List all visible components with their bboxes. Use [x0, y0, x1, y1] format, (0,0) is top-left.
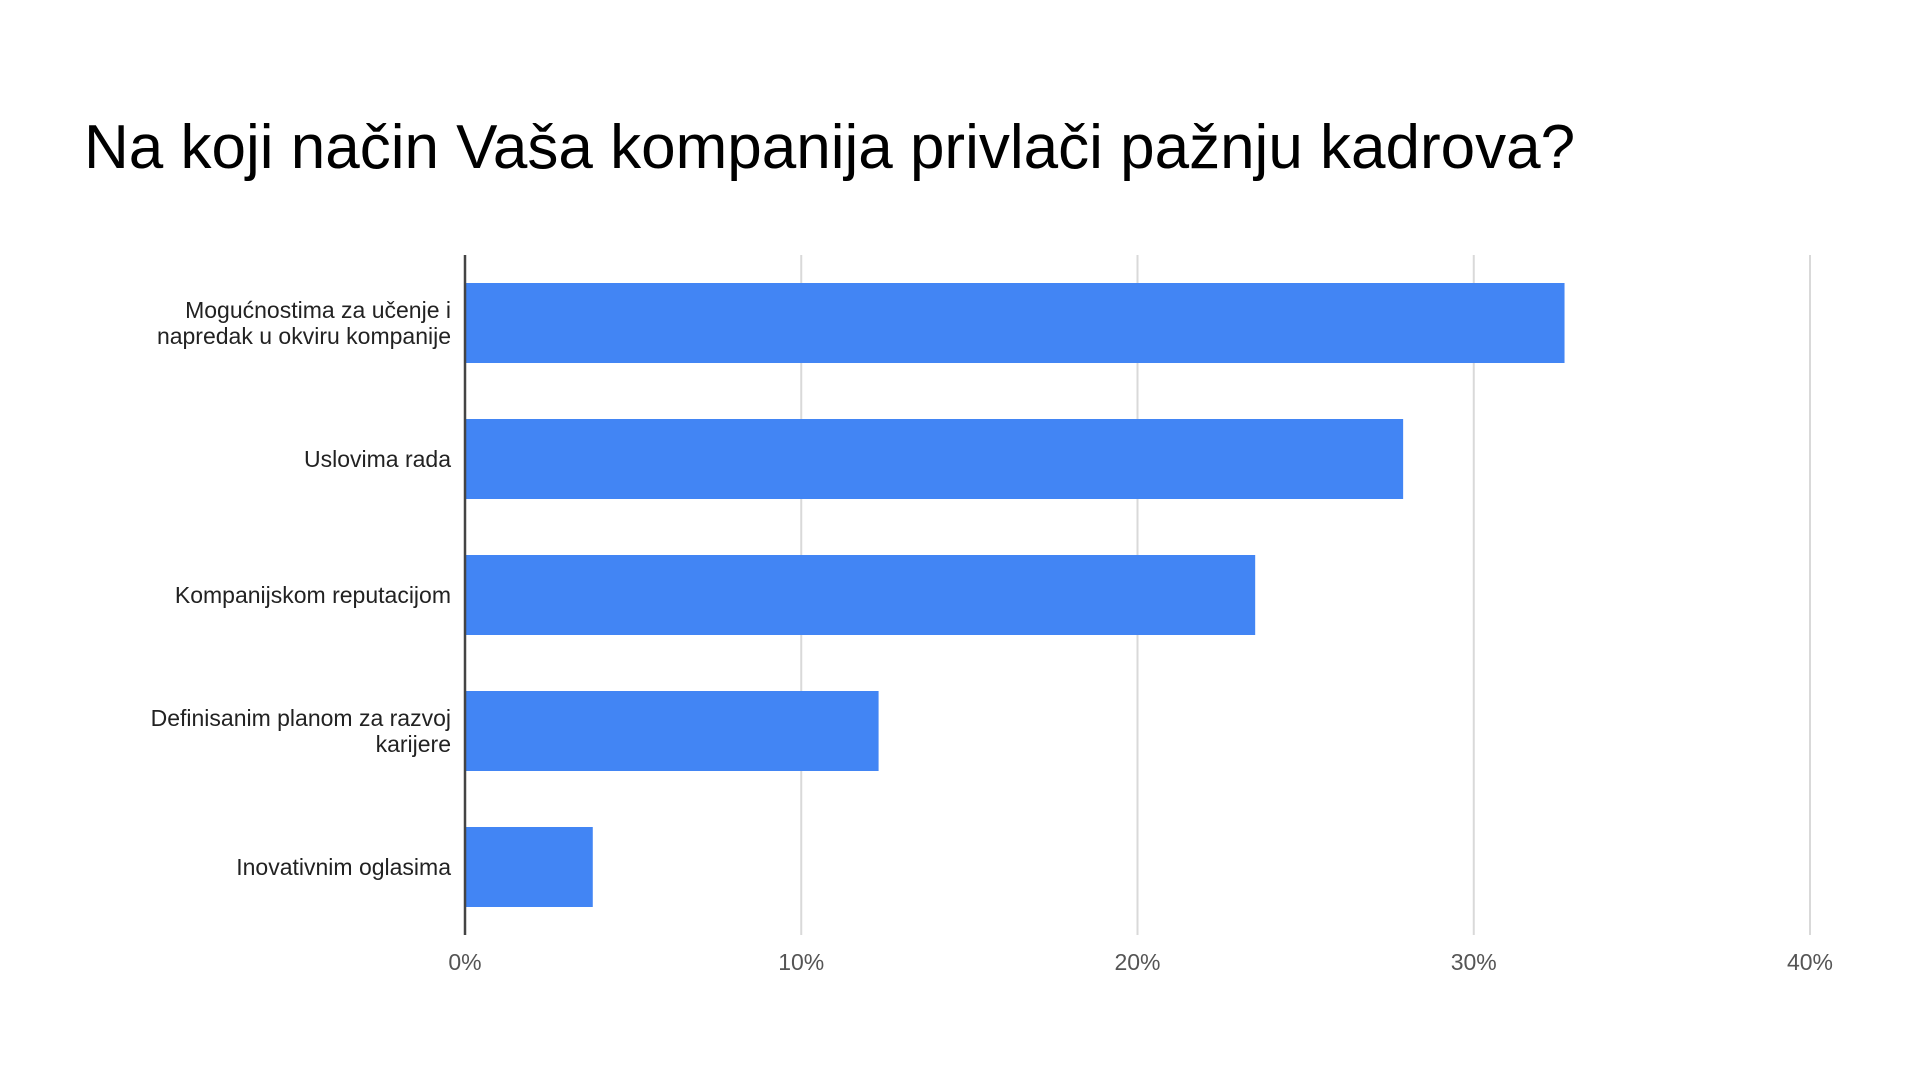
x-tick-label: 40%: [1787, 949, 1833, 975]
category-label: napredak u okviru kompanije: [157, 323, 451, 349]
bar: [466, 555, 1256, 635]
bar: [466, 827, 593, 907]
bar: [466, 283, 1565, 363]
page-title: Na koji način Vaša kompanija privlači pa…: [84, 113, 1576, 182]
x-tick-label: 0%: [448, 949, 481, 975]
category-label: karijere: [376, 731, 451, 757]
category-label: Definisanim planom za razvoj: [151, 705, 451, 731]
category-label: Mogućnostima za učenje i: [185, 297, 451, 323]
category-label: Kompanijskom reputacijom: [175, 582, 451, 608]
bars: [466, 283, 1565, 907]
category-label: Uslovima rada: [304, 446, 451, 472]
bar: [466, 691, 879, 771]
x-tick-label: 30%: [1451, 949, 1497, 975]
x-tick-label: 10%: [778, 949, 824, 975]
category-label: Inovativnim oglasima: [236, 854, 451, 880]
x-tick-labels: 0% 10% 20% 30% 40%: [448, 949, 1833, 975]
bar: [466, 419, 1404, 499]
x-tick-label: 20%: [1114, 949, 1160, 975]
